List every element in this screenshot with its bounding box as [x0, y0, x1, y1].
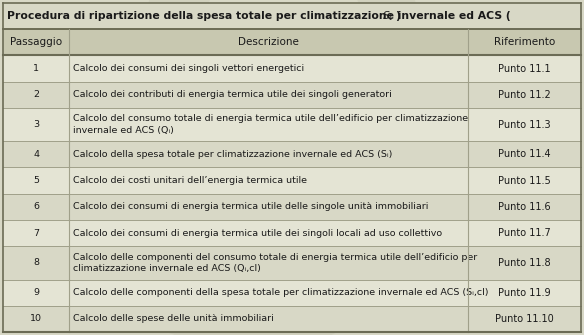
Bar [3, 56, 581, 82]
Text: Punto 11.8: Punto 11.8 [498, 258, 551, 268]
Text: Calcolo delle componenti del consumo totale di energia termica utile dell’edific: Calcolo delle componenti del consumo tot… [74, 253, 478, 273]
Text: 9: 9 [33, 288, 39, 297]
Text: Calcolo dei consumi di energia termica utile dei singoli locali ad uso collettiv: Calcolo dei consumi di energia termica u… [74, 228, 443, 238]
Text: Descrizione: Descrizione [238, 37, 300, 47]
Text: Calcolo dei consumi dei singoli vettori energetici: Calcolo dei consumi dei singoli vettori … [74, 64, 305, 73]
Text: Calcolo del consumo totale di energia termica utile dell’edificio per climatizza: Calcolo del consumo totale di energia te… [74, 114, 468, 135]
Text: 6: 6 [33, 202, 39, 211]
Bar [3, 108, 581, 141]
Text: Passaggio: Passaggio [10, 37, 62, 47]
Text: Calcolo dei consumi di energia termica utile delle singole unità immobiliari: Calcolo dei consumi di energia termica u… [74, 202, 429, 211]
Text: Calcolo dei costi unitari dell’energia termica utile: Calcolo dei costi unitari dell’energia t… [74, 176, 307, 185]
Text: Punto 11.3: Punto 11.3 [498, 120, 551, 130]
Bar [3, 279, 581, 306]
Text: ): ) [395, 11, 400, 21]
Bar [3, 3, 581, 29]
Text: 5: 5 [33, 176, 39, 185]
Text: Punto 11.1: Punto 11.1 [498, 64, 551, 74]
Bar [3, 306, 581, 332]
Bar [3, 29, 581, 56]
Text: Calcolo dei contributi di energia termica utile dei singoli generatori: Calcolo dei contributi di energia termic… [74, 90, 392, 99]
Bar [3, 246, 581, 279]
Text: 9: 9 [105, 0, 475, 335]
Text: Calcolo della spesa totale per climatizzazione invernale ed ACS (Sᵢ): Calcolo della spesa totale per climatizz… [74, 150, 393, 159]
Text: 1: 1 [33, 64, 39, 73]
Text: $\mathit{S_t}$: $\mathit{S_t}$ [382, 9, 394, 23]
Bar [3, 141, 581, 168]
Text: 8: 8 [33, 258, 39, 267]
Text: Calcolo delle componenti della spesa totale per climatizzazione invernale ed ACS: Calcolo delle componenti della spesa tot… [74, 288, 489, 297]
Text: Punto 11.5: Punto 11.5 [498, 176, 551, 186]
Text: Punto 11.4: Punto 11.4 [498, 149, 551, 159]
Bar [3, 194, 581, 220]
Text: Riferimento: Riferimento [494, 37, 555, 47]
Text: 7: 7 [33, 228, 39, 238]
Text: Punto 11.9: Punto 11.9 [498, 288, 551, 298]
Text: Calcolo delle spese delle unità immobiliari: Calcolo delle spese delle unità immobili… [74, 314, 274, 323]
Text: Punto 11.10: Punto 11.10 [495, 314, 554, 324]
Text: Punto 11.7: Punto 11.7 [498, 228, 551, 238]
Text: Procedura di ripartizione della spesa totale per climatizzazione invernale ed AC: Procedura di ripartizione della spesa to… [7, 11, 511, 21]
Bar [3, 168, 581, 194]
Text: 10: 10 [30, 314, 42, 323]
Text: 2: 2 [33, 90, 39, 99]
Bar [3, 220, 581, 246]
Text: Punto 11.2: Punto 11.2 [498, 90, 551, 100]
Bar [3, 82, 581, 108]
Text: Punto 11.6: Punto 11.6 [498, 202, 551, 212]
Text: 3: 3 [33, 120, 39, 129]
Text: 4: 4 [33, 150, 39, 159]
